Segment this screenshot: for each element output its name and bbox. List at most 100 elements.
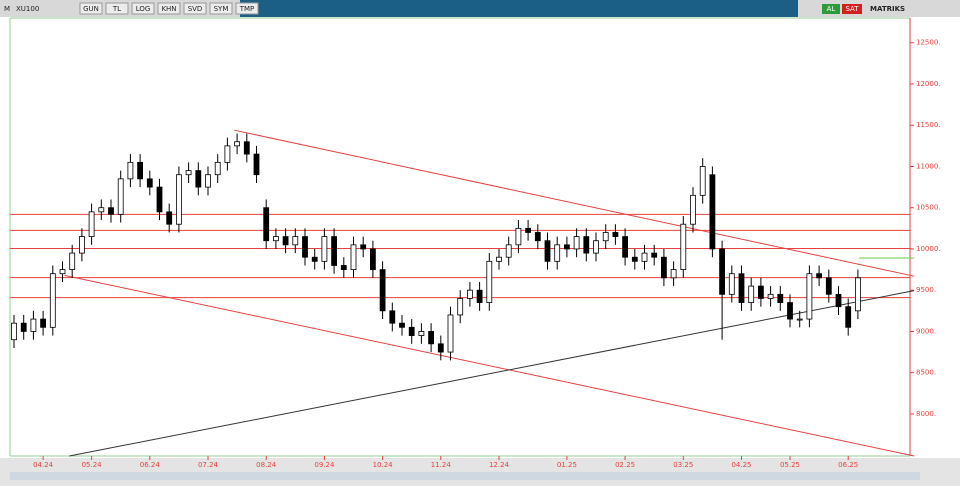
candle-body xyxy=(117,178,124,215)
x-tick-label: 08.24 xyxy=(256,461,277,469)
candle-body xyxy=(302,236,308,258)
candle-body xyxy=(127,161,134,180)
candle-body xyxy=(515,227,522,246)
candle-body xyxy=(146,178,153,188)
candle-body xyxy=(612,232,619,237)
candle-body xyxy=(30,318,37,332)
buy-button[interactable] xyxy=(822,4,840,14)
candle-body xyxy=(631,256,638,262)
candle-body xyxy=(709,174,716,250)
x-tick-label: 05.24 xyxy=(82,461,103,469)
buy-label[interactable]: AL xyxy=(827,5,836,13)
x-tick-label: 04.25 xyxy=(731,461,751,469)
candle-body xyxy=(855,277,861,312)
candle-body xyxy=(437,343,444,353)
x-tick-label: 03.25 xyxy=(673,461,693,469)
candle-body xyxy=(738,273,745,303)
candle-body xyxy=(544,240,551,262)
candle-body xyxy=(311,256,318,262)
x-tick-label: 12.24 xyxy=(489,461,510,469)
candle-body xyxy=(350,244,357,270)
toolbar-button[interactable] xyxy=(131,2,155,15)
candle-body xyxy=(331,236,338,266)
candle-body xyxy=(214,161,221,176)
candle-body xyxy=(641,252,648,262)
candle-body xyxy=(195,170,202,188)
candle-body xyxy=(457,298,464,316)
candle-body xyxy=(466,289,473,299)
toolbar-button-label[interactable]: TL xyxy=(112,5,121,13)
candle-body xyxy=(369,248,376,270)
candle-body xyxy=(748,285,755,303)
candle-body xyxy=(272,236,279,242)
candle-body xyxy=(418,331,425,336)
candle-body xyxy=(825,277,832,295)
candle-body xyxy=(806,273,813,320)
brand: MATRIKS xyxy=(870,5,905,13)
y-tick-label: 8000. xyxy=(916,410,936,418)
sell-button[interactable] xyxy=(842,4,862,14)
candle-body xyxy=(59,269,66,275)
candle-body xyxy=(699,166,706,196)
candle-body xyxy=(525,227,531,233)
x-tick-label: 04.24 xyxy=(33,461,54,469)
y-tick-label: 11500. xyxy=(916,121,941,129)
x-tick-label: 07.24 xyxy=(198,461,219,469)
toolbar-button[interactable] xyxy=(183,2,207,15)
candle-body xyxy=(321,236,328,262)
candle-body xyxy=(486,260,493,303)
candle-body xyxy=(234,141,241,147)
candle-body xyxy=(88,211,95,237)
y-tick-label: 10000. xyxy=(916,245,941,253)
y-tick-label: 12000. xyxy=(916,80,941,88)
scrollbar[interactable] xyxy=(10,472,920,480)
toolbar-button[interactable] xyxy=(209,2,233,15)
candle-body xyxy=(40,318,46,328)
candle-body xyxy=(719,248,725,295)
candle-body xyxy=(651,252,658,258)
trend-line xyxy=(69,290,915,457)
toolbar-button-label[interactable]: GUN xyxy=(83,5,99,13)
x-tick-label: 06.25 xyxy=(838,461,858,469)
candle-body xyxy=(583,236,590,254)
candle-body xyxy=(777,293,784,303)
candle-body xyxy=(340,265,347,270)
x-tick-label: 01.25 xyxy=(557,461,577,469)
candle-body xyxy=(447,314,454,353)
toolbar-button-label[interactable]: TMP xyxy=(239,5,255,13)
toolbar-button[interactable] xyxy=(235,2,259,15)
toolbar-button[interactable] xyxy=(157,2,181,15)
x-tick-label: 09.24 xyxy=(314,461,335,469)
symbol[interactable]: XU100 xyxy=(16,5,39,13)
candle-body xyxy=(534,232,541,242)
candle-body xyxy=(573,236,580,250)
y-tick-label: 9000. xyxy=(916,327,936,335)
x-tick-label: 05.25 xyxy=(780,461,800,469)
candle-body xyxy=(593,240,599,254)
candle-body xyxy=(816,273,822,279)
candle-body xyxy=(263,207,270,242)
candle-body xyxy=(243,141,250,155)
candle-body xyxy=(49,273,56,328)
toolbar-button-label[interactable]: SYM xyxy=(214,5,229,13)
sell-label[interactable]: SAT xyxy=(845,5,859,13)
candle-body xyxy=(282,236,289,246)
x-tick-label: 06.24 xyxy=(140,461,161,469)
toolbar-button-label[interactable]: KHN xyxy=(161,5,176,13)
candle-body xyxy=(680,223,687,270)
candle-body xyxy=(389,310,396,324)
candle-body xyxy=(137,161,144,180)
candle-body xyxy=(185,170,192,176)
toolbar-button-label[interactable]: LOG xyxy=(136,5,151,13)
trend-line xyxy=(64,274,915,457)
toolbar-button[interactable] xyxy=(79,2,103,15)
candle-body xyxy=(835,293,842,308)
toolbar-button[interactable] xyxy=(105,2,129,15)
candle-body xyxy=(622,236,628,258)
candle-body xyxy=(690,194,696,225)
y-tick-label: 11000. xyxy=(916,162,941,170)
x-tick-label: 02.25 xyxy=(615,461,635,469)
toolbar-button-label[interactable]: SVD xyxy=(188,5,203,13)
